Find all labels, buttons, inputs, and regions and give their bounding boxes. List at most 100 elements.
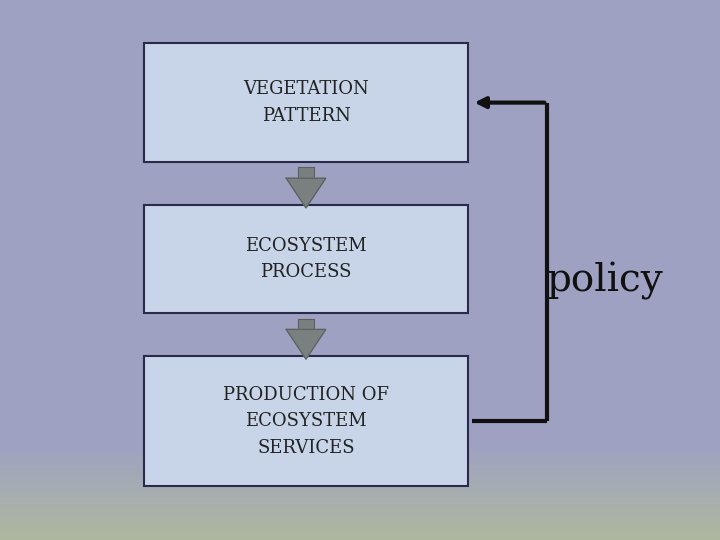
Bar [0, 374, 720, 375]
Bar [0, 111, 720, 112]
Bar [0, 266, 720, 267]
Bar [0, 301, 720, 302]
Bar [0, 2, 720, 3]
Bar [0, 246, 720, 247]
Bar [0, 449, 720, 451]
Bar [0, 192, 720, 193]
Bar [0, 219, 720, 220]
Bar [0, 377, 720, 378]
Bar [144, 205, 468, 313]
Bar [0, 14, 720, 15]
Bar [0, 289, 720, 291]
Bar [0, 240, 720, 241]
Bar [0, 431, 720, 432]
Bar [0, 316, 720, 317]
Bar [0, 187, 720, 189]
Bar [0, 286, 720, 287]
Bar [0, 6, 720, 8]
Bar [0, 0, 720, 2]
Bar [0, 85, 720, 86]
Bar [0, 287, 720, 289]
Bar [0, 523, 720, 524]
Bar [0, 17, 720, 19]
Bar [0, 97, 720, 98]
Bar [0, 383, 720, 384]
Bar [0, 12, 720, 14]
Bar [0, 378, 720, 379]
Bar [0, 258, 720, 259]
Bar [0, 368, 720, 370]
Bar [0, 507, 720, 508]
Bar [0, 462, 720, 463]
Bar [0, 154, 720, 156]
Bar [0, 105, 720, 106]
Bar [0, 496, 720, 497]
Bar [0, 173, 720, 174]
Bar [0, 393, 720, 394]
Bar [0, 185, 720, 186]
Bar [0, 446, 720, 447]
Bar [0, 25, 720, 27]
Bar [0, 102, 720, 103]
Bar [0, 159, 720, 160]
Bar [0, 160, 720, 162]
Bar [0, 433, 720, 435]
Bar [0, 296, 720, 297]
Bar [0, 262, 720, 263]
Bar [0, 382, 720, 383]
Bar [0, 196, 720, 197]
Bar [0, 150, 720, 151]
Bar [0, 394, 720, 395]
Bar [0, 49, 720, 50]
Bar [0, 33, 720, 35]
Bar [0, 440, 720, 442]
Bar [0, 334, 720, 335]
Bar [0, 264, 720, 265]
Bar [0, 275, 720, 276]
Bar [0, 163, 720, 165]
Bar [0, 78, 720, 79]
Bar [0, 297, 720, 298]
Bar [0, 181, 720, 183]
Bar [0, 364, 720, 366]
Bar [0, 351, 720, 352]
Bar [0, 115, 720, 116]
Bar [0, 422, 720, 424]
Bar [0, 256, 720, 258]
Bar [0, 30, 720, 31]
Bar [0, 293, 720, 294]
Text: VEGETATION
PATTERN: VEGETATION PATTERN [243, 80, 369, 125]
Bar [0, 120, 720, 122]
Bar [0, 508, 720, 509]
Bar [0, 228, 720, 230]
Bar [0, 235, 720, 237]
Bar [0, 140, 720, 141]
Bar [0, 367, 720, 368]
Bar [0, 309, 720, 310]
Bar [0, 202, 720, 204]
Bar [0, 38, 720, 39]
Bar [0, 112, 720, 113]
Bar [0, 355, 720, 356]
Bar [0, 227, 720, 228]
Bar [0, 69, 720, 70]
Bar [0, 357, 720, 359]
Bar [0, 361, 720, 362]
Bar [0, 485, 720, 486]
Bar [0, 28, 720, 30]
Bar [0, 147, 720, 149]
Bar [0, 273, 720, 274]
Bar [0, 20, 720, 22]
Bar [0, 23, 720, 24]
Bar [0, 36, 720, 38]
Bar [0, 284, 720, 285]
Bar [0, 276, 720, 278]
Bar [0, 200, 720, 201]
Bar [0, 421, 720, 422]
Bar [0, 113, 720, 115]
Bar [0, 375, 720, 377]
Bar [0, 534, 720, 535]
Bar [0, 347, 720, 348]
Bar [0, 62, 720, 63]
Bar [0, 312, 720, 313]
